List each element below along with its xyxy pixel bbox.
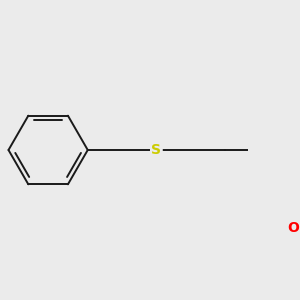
Text: S: S — [152, 143, 161, 157]
Text: O: O — [288, 221, 300, 235]
